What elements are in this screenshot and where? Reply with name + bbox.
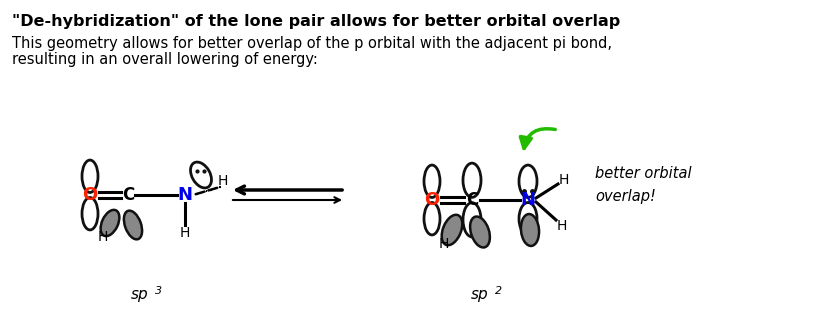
Text: C: C — [466, 191, 478, 209]
Ellipse shape — [521, 214, 539, 246]
Ellipse shape — [442, 215, 462, 245]
Text: N: N — [178, 186, 193, 204]
Text: 2: 2 — [495, 286, 502, 296]
Ellipse shape — [124, 210, 142, 239]
Text: C: C — [122, 186, 134, 204]
Text: H: H — [98, 230, 108, 244]
FancyArrowPatch shape — [520, 129, 555, 148]
Text: This geometry allows for better overlap of the p orbital with the adjacent pi bo: This geometry allows for better overlap … — [12, 36, 612, 51]
Ellipse shape — [470, 216, 490, 247]
Text: "De-hybridization" of the lone pair allows for better orbital overlap: "De-hybridization" of the lone pair allo… — [12, 14, 620, 29]
Text: H: H — [180, 226, 190, 240]
Text: O: O — [83, 186, 98, 204]
Text: H: H — [439, 237, 450, 251]
Text: N: N — [520, 191, 535, 209]
Text: O: O — [425, 191, 440, 209]
Text: H: H — [557, 219, 567, 233]
Text: H: H — [218, 174, 229, 188]
Ellipse shape — [101, 210, 119, 236]
Text: better orbital
overlap!: better orbital overlap! — [595, 166, 691, 204]
Text: H: H — [559, 173, 569, 187]
Text: sp: sp — [130, 288, 148, 302]
Text: resulting in an overall lowering of energy:: resulting in an overall lowering of ener… — [12, 52, 318, 67]
Text: 3: 3 — [155, 286, 162, 296]
Text: sp: sp — [470, 288, 488, 302]
